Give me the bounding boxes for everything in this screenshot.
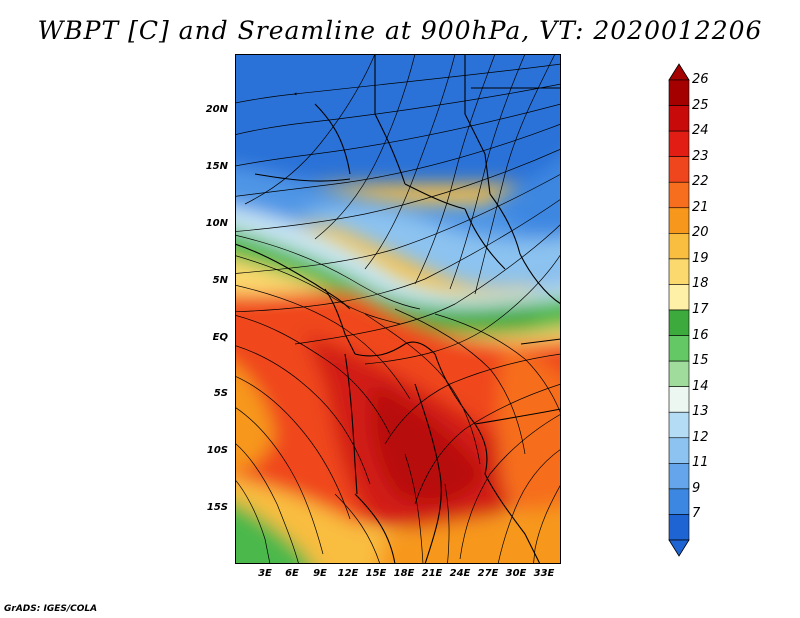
colorbar-label: 16 [692, 327, 709, 343]
lat-label-5n: 5N [212, 275, 228, 286]
colorbar-swatch [668, 360, 690, 387]
map-panel [235, 54, 561, 564]
colorbar-swatch [668, 411, 690, 439]
colorbar-label: 9 [692, 480, 701, 496]
colorbar-label: 15 [692, 353, 709, 369]
colorbar-swatch [668, 79, 690, 106]
colorbar-swatch [668, 514, 690, 541]
lon-label-9e: 9E [313, 568, 327, 579]
colorbar-swatch [668, 437, 690, 464]
colorbar-swatch [668, 488, 690, 515]
colorbar-swatch [668, 207, 690, 234]
wbpt-field-map [235, 54, 561, 564]
lon-label-12e: 12E [337, 568, 359, 579]
lat-label-20n: 20N [205, 104, 228, 115]
lon-label-15e: 15E [365, 568, 387, 579]
lon-label-21e: 21E [421, 568, 443, 579]
lon-label-3e: 3E [258, 568, 272, 579]
colorbar-swatch [668, 181, 690, 209]
colorbar-top-arrow [668, 63, 690, 81]
lat-label-5s: 5S [213, 388, 228, 399]
colorbar-label: 7 [692, 506, 701, 522]
lat-label-eq: EQ [212, 332, 228, 343]
colorbar-swatch [668, 335, 690, 362]
colorbar-swatch [668, 284, 690, 311]
lon-label-18e: 18E [393, 568, 415, 579]
colorbar-label: 13 [692, 404, 709, 420]
colorbar-label: 25 [692, 97, 709, 113]
colorbar-label: 26 [692, 72, 709, 87]
footer-credit: GrADS: IGES/COLA [4, 604, 98, 614]
lon-label-30e: 30E [505, 568, 527, 579]
colorbar-label: 21 [692, 199, 709, 215]
colorbar-label: 14 [692, 378, 709, 394]
colorbar-label: 20 [692, 225, 709, 241]
lat-label-10n: 10N [205, 218, 228, 229]
colorbar [668, 63, 690, 557]
colorbar-swatch [668, 309, 690, 336]
lon-label-33e: 33E [533, 568, 555, 579]
colorbar-swatch [668, 258, 690, 285]
country-borders [235, 54, 561, 564]
colorbar-swatch [668, 156, 690, 183]
colorbar-swatch [668, 386, 690, 413]
colorbar-label: 19 [692, 250, 709, 266]
colorbar-swatch [668, 463, 690, 490]
colorbar-label: 12 [692, 429, 709, 445]
colorbar-label: 24 [692, 123, 709, 139]
lat-label-10s: 10S [206, 445, 228, 456]
streamlines [235, 54, 561, 564]
colorbar-bottom-arrow [668, 539, 690, 557]
colorbar-label: 17 [692, 302, 709, 317]
lon-label-24e: 24E [449, 568, 471, 579]
colorbar-label: 23 [692, 148, 709, 164]
colorbar-swatch [668, 105, 690, 132]
lon-label-27e: 27E [477, 568, 499, 579]
colorbar-label: 18 [692, 276, 709, 292]
colorbar-label: 22 [692, 174, 709, 190]
wbpt-shading [235, 54, 561, 564]
colorbar-swatch [668, 130, 690, 157]
map-frame [235, 54, 561, 564]
lat-label-15s: 15S [206, 502, 228, 513]
colorbar-swatch [668, 233, 690, 260]
lat-label-15n: 15N [205, 161, 228, 172]
chart-title: WBPT [C] and Sreamline at 900hPa, VT: 20… [37, 16, 763, 45]
lon-label-6e: 6E [285, 568, 299, 579]
colorbar-label: 11 [692, 455, 709, 471]
